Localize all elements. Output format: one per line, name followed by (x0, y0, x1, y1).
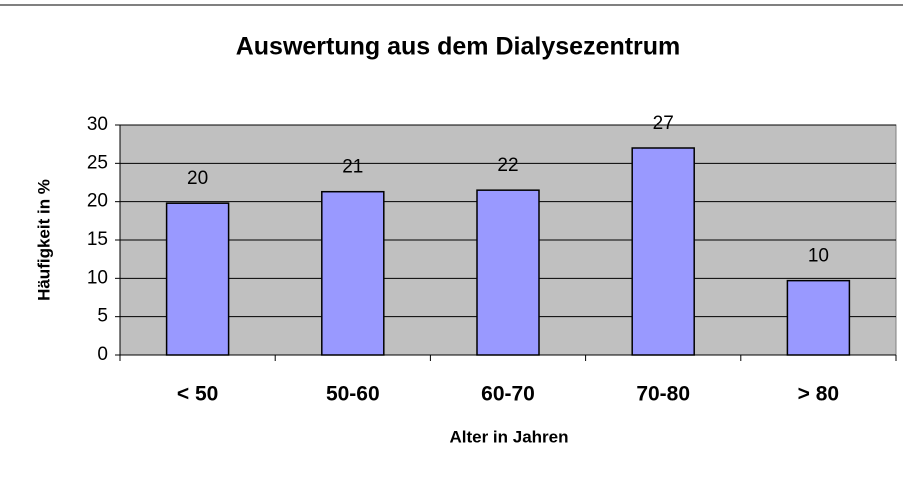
x-axis-label: Alter in Jahren (449, 427, 568, 446)
x-tick-label: 60-70 (481, 383, 535, 406)
data-label: 22 (497, 155, 518, 176)
data-label: 27 (653, 113, 674, 134)
x-tick-label: < 50 (177, 383, 218, 406)
x-tick-label: > 80 (798, 383, 839, 406)
y-tick-label: 5 (97, 306, 108, 327)
y-tick-label: 30 (87, 114, 108, 135)
data-label: 10 (808, 246, 829, 267)
bar (786, 279, 851, 356)
chart-title: Auswertung aus dem Dialysezentrum (236, 33, 681, 61)
x-tick-label: 50-60 (326, 383, 380, 406)
y-tick-label: 25 (87, 152, 108, 173)
y-axis-label: Häufigkeit in % (34, 179, 53, 301)
bar (321, 190, 385, 356)
y-tick-label: 0 (97, 344, 108, 365)
x-tick-label: 70-80 (636, 383, 690, 406)
bar (476, 189, 540, 356)
bar (631, 147, 695, 356)
bar (165, 202, 230, 356)
y-tick-label: 20 (87, 191, 108, 212)
data-label: 20 (187, 168, 208, 189)
data-label: 21 (342, 157, 363, 178)
y-tick-label: 15 (87, 229, 108, 250)
y-tick-label: 10 (87, 267, 108, 288)
